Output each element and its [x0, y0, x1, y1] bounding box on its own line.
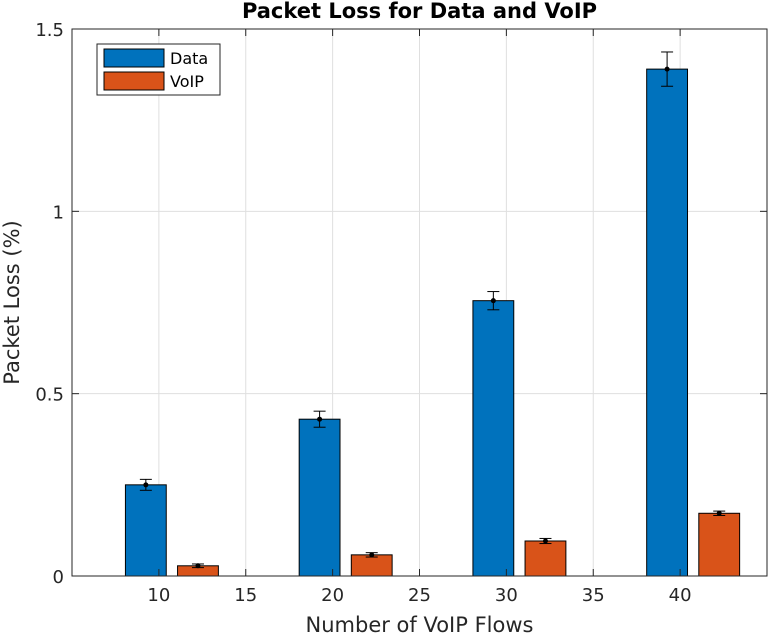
legend-label-data: Data	[170, 49, 208, 68]
x-axis-title: Number of VoIP Flows	[306, 613, 534, 635]
error-bars	[139, 51, 726, 569]
error-bar-marker	[143, 482, 149, 488]
bar-voip-40	[698, 512, 741, 577]
error-bar-marker	[716, 510, 722, 516]
legend: Data VoIP	[96, 43, 221, 96]
x-tick-label: 35	[582, 585, 605, 606]
bar-data-40	[646, 68, 689, 577]
y-tick-label: 0.5	[35, 385, 64, 406]
y-tick-label: 0	[53, 567, 64, 588]
y-tick-label: 1	[53, 202, 64, 223]
bar-data-20	[298, 418, 341, 577]
bar-data-10	[124, 484, 167, 577]
axis-ticks: 10 15 20 25 30 35 40 0 0.5 1 1.5	[35, 20, 767, 606]
error-bar-marker	[664, 66, 670, 72]
error-bar-marker	[490, 298, 496, 304]
y-axis-title: Packet Loss (%)	[0, 220, 24, 384]
bar-voip-30	[524, 540, 567, 577]
x-tick-label: 15	[234, 585, 257, 606]
bar-voip-20	[350, 554, 393, 577]
x-tick-label: 10	[147, 585, 170, 606]
legend-swatch-data	[103, 48, 165, 68]
x-tick-label: 30	[495, 585, 518, 606]
x-tick-label: 25	[408, 585, 431, 606]
error-bar-marker	[317, 416, 323, 422]
x-tick-label: 40	[669, 585, 692, 606]
bars	[124, 68, 741, 577]
error-bar-marker	[195, 563, 201, 569]
y-tick-label: 1.5	[35, 20, 64, 41]
bar-data-30	[472, 300, 515, 577]
legend-swatch-voip	[103, 71, 165, 91]
chart-title: Packet Loss for Data and VoIP	[242, 0, 597, 23]
error-bar-marker	[369, 552, 375, 558]
legend-label-voip: VoIP	[170, 72, 204, 91]
x-tick-label: 20	[321, 585, 344, 606]
error-bar-marker	[542, 538, 548, 544]
